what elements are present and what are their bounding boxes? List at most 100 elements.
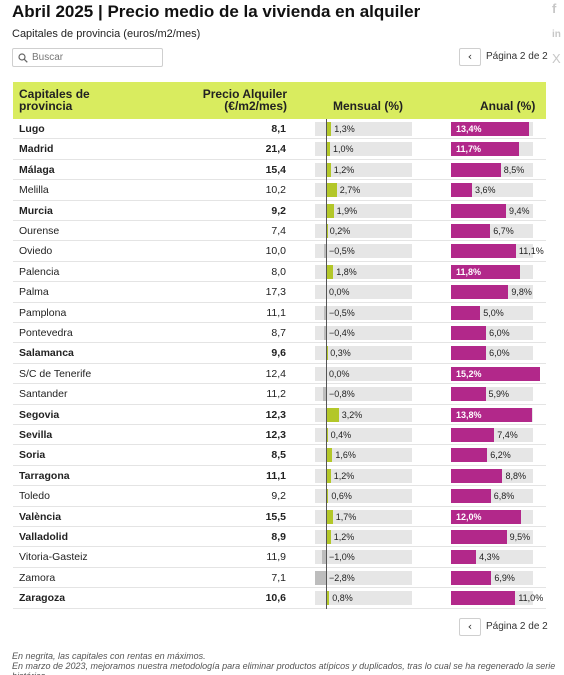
mensual-track (315, 122, 412, 136)
header-anual[interactable]: Anual (%) (480, 99, 536, 113)
cell-price: 17,3 (265, 286, 286, 299)
table-row: Palencia 8,0 1,8% 11,8% (13, 261, 546, 283)
cell-city: Oviedo (19, 245, 53, 258)
mensual-zero-line (326, 527, 327, 548)
anual-label: 11,7% (456, 144, 482, 155)
search-input[interactable] (32, 50, 160, 65)
anual-bar (451, 224, 491, 238)
cell-city: Zaragoza (19, 592, 66, 605)
table-row: Valladolid 8,9 1,2% 9,5% (13, 527, 546, 548)
table-row: Lugo 8,1 1,3% 13,4% (13, 119, 546, 140)
anual-label: 15,2% (456, 368, 482, 379)
mensual-zero-line (326, 486, 327, 507)
table-row: S/C de Tenerife 12,4 0,0% 15,2% (13, 363, 546, 385)
cell-price: 11,2 (266, 388, 286, 401)
mensual-track (315, 448, 412, 463)
cell-price: 8,9 (271, 531, 286, 543)
cell-city: Salamanca (19, 347, 74, 360)
mensual-track (315, 183, 412, 198)
anual-bar (451, 326, 487, 340)
anual-bar (451, 122, 530, 136)
cell-price: 10,2 (265, 184, 286, 197)
anual-bar (451, 285, 509, 300)
search-box[interactable] (12, 48, 163, 67)
linkedin-icon[interactable]: in (552, 29, 561, 40)
mensual-bar (324, 244, 326, 259)
mensual-label: −2,8% (329, 572, 355, 583)
mensual-bar (326, 407, 339, 422)
mensual-bar (314, 570, 326, 585)
mensual-zero-line (326, 506, 327, 527)
cell-city: Soria (19, 449, 46, 462)
cell-city: Palencia (19, 265, 60, 278)
anual-label: 6,7% (493, 226, 514, 236)
mensual-zero-line (326, 119, 327, 140)
table-row: Madrid 21,4 1,0% 11,7% (13, 139, 546, 160)
mensual-track (315, 203, 412, 218)
cell-city: Valladolid (19, 531, 69, 543)
cell-city: Vitoria-Gasteiz (19, 551, 88, 564)
mensual-zero-line (326, 363, 327, 385)
anual-label: 4,3% (479, 552, 500, 563)
mensual-label: 1,2% (333, 164, 355, 175)
pagination-top: ‹ Página 2 de 2 (459, 48, 549, 66)
table-row: Pamplona 11,1 −0,5% 5,0% (13, 302, 546, 323)
mensual-zero-line (326, 200, 327, 221)
anual-label: 6,0% (489, 348, 510, 359)
cell-price: 7,4 (271, 225, 286, 237)
cell-price: 15,4 (265, 163, 286, 176)
anual-bar (451, 407, 532, 422)
cell-city: Lugo (19, 123, 45, 135)
mensual-track (315, 366, 412, 381)
x-twitter-icon[interactable]: X (552, 51, 561, 66)
anual-bar (451, 203, 506, 218)
anual-label: 13,4% (456, 124, 482, 134)
cell-city: Santander (19, 388, 68, 401)
cell-price: 11,9 (266, 551, 286, 564)
table-row: Palma 17,3 0,0% 9,8% (13, 282, 546, 303)
mensual-bar (326, 162, 331, 177)
anual-bar (451, 264, 521, 279)
anual-label: 8,5% (503, 164, 525, 175)
mensual-label: −0,5% (329, 307, 355, 318)
mensual-track (315, 285, 412, 300)
cell-price: 11,1 (266, 306, 286, 319)
table-row: Santander 11,2 −0,8% 5,9% (13, 384, 546, 405)
anual-bar (451, 448, 488, 463)
table-row: Zaragoza 10,6 0,8% 11,0% (13, 588, 546, 609)
cell-price: 8,1 (271, 123, 286, 135)
table-row: Murcia 9,2 1,9% 9,4% (13, 200, 546, 221)
cell-price: 9,2 (271, 490, 286, 503)
prev-page-button[interactable]: ‹ (459, 48, 481, 66)
facebook-icon[interactable]: f (552, 1, 557, 16)
cell-price: 8,7 (271, 327, 286, 339)
mensual-bar (326, 203, 334, 218)
mensual-track (315, 570, 412, 585)
anual-bar (451, 387, 486, 402)
cell-city: Málaga (19, 163, 55, 176)
mensual-bar (326, 122, 332, 136)
mensual-track (315, 305, 412, 320)
table-row: Sevilla 12,3 0,4% 7,4% (13, 425, 546, 446)
mensual-label: −0,8% (329, 389, 355, 400)
mensual-bar (326, 468, 331, 483)
mensual-label: 1,2% (333, 532, 355, 542)
anual-label: 3,6% (475, 185, 496, 196)
header-city[interactable]: Capitales de provincia (19, 87, 90, 113)
cell-price: 11,1 (266, 469, 286, 482)
mensual-label: 1,7% (335, 511, 357, 522)
mensual-track (315, 489, 412, 504)
mensual-label: 0,0% (329, 368, 350, 379)
prev-page-button-bottom[interactable]: ‹ (459, 618, 481, 636)
anual-bar (451, 509, 522, 524)
cell-price: 12,3 (265, 408, 286, 421)
header-mensual[interactable]: Mensual (%) (333, 99, 404, 113)
mensual-zero-line (326, 180, 327, 201)
page-indicator-bottom: Página 2 de 2 (486, 621, 548, 632)
cell-price: 7,1 (271, 571, 286, 584)
anual-label: 6,9% (494, 572, 515, 583)
mensual-zero-line (326, 302, 327, 323)
header-price[interactable]: Precio Alquiler (€/m2/mes) (202, 87, 287, 113)
mensual-track (315, 407, 412, 422)
mensual-label: 1,9% (336, 205, 358, 216)
